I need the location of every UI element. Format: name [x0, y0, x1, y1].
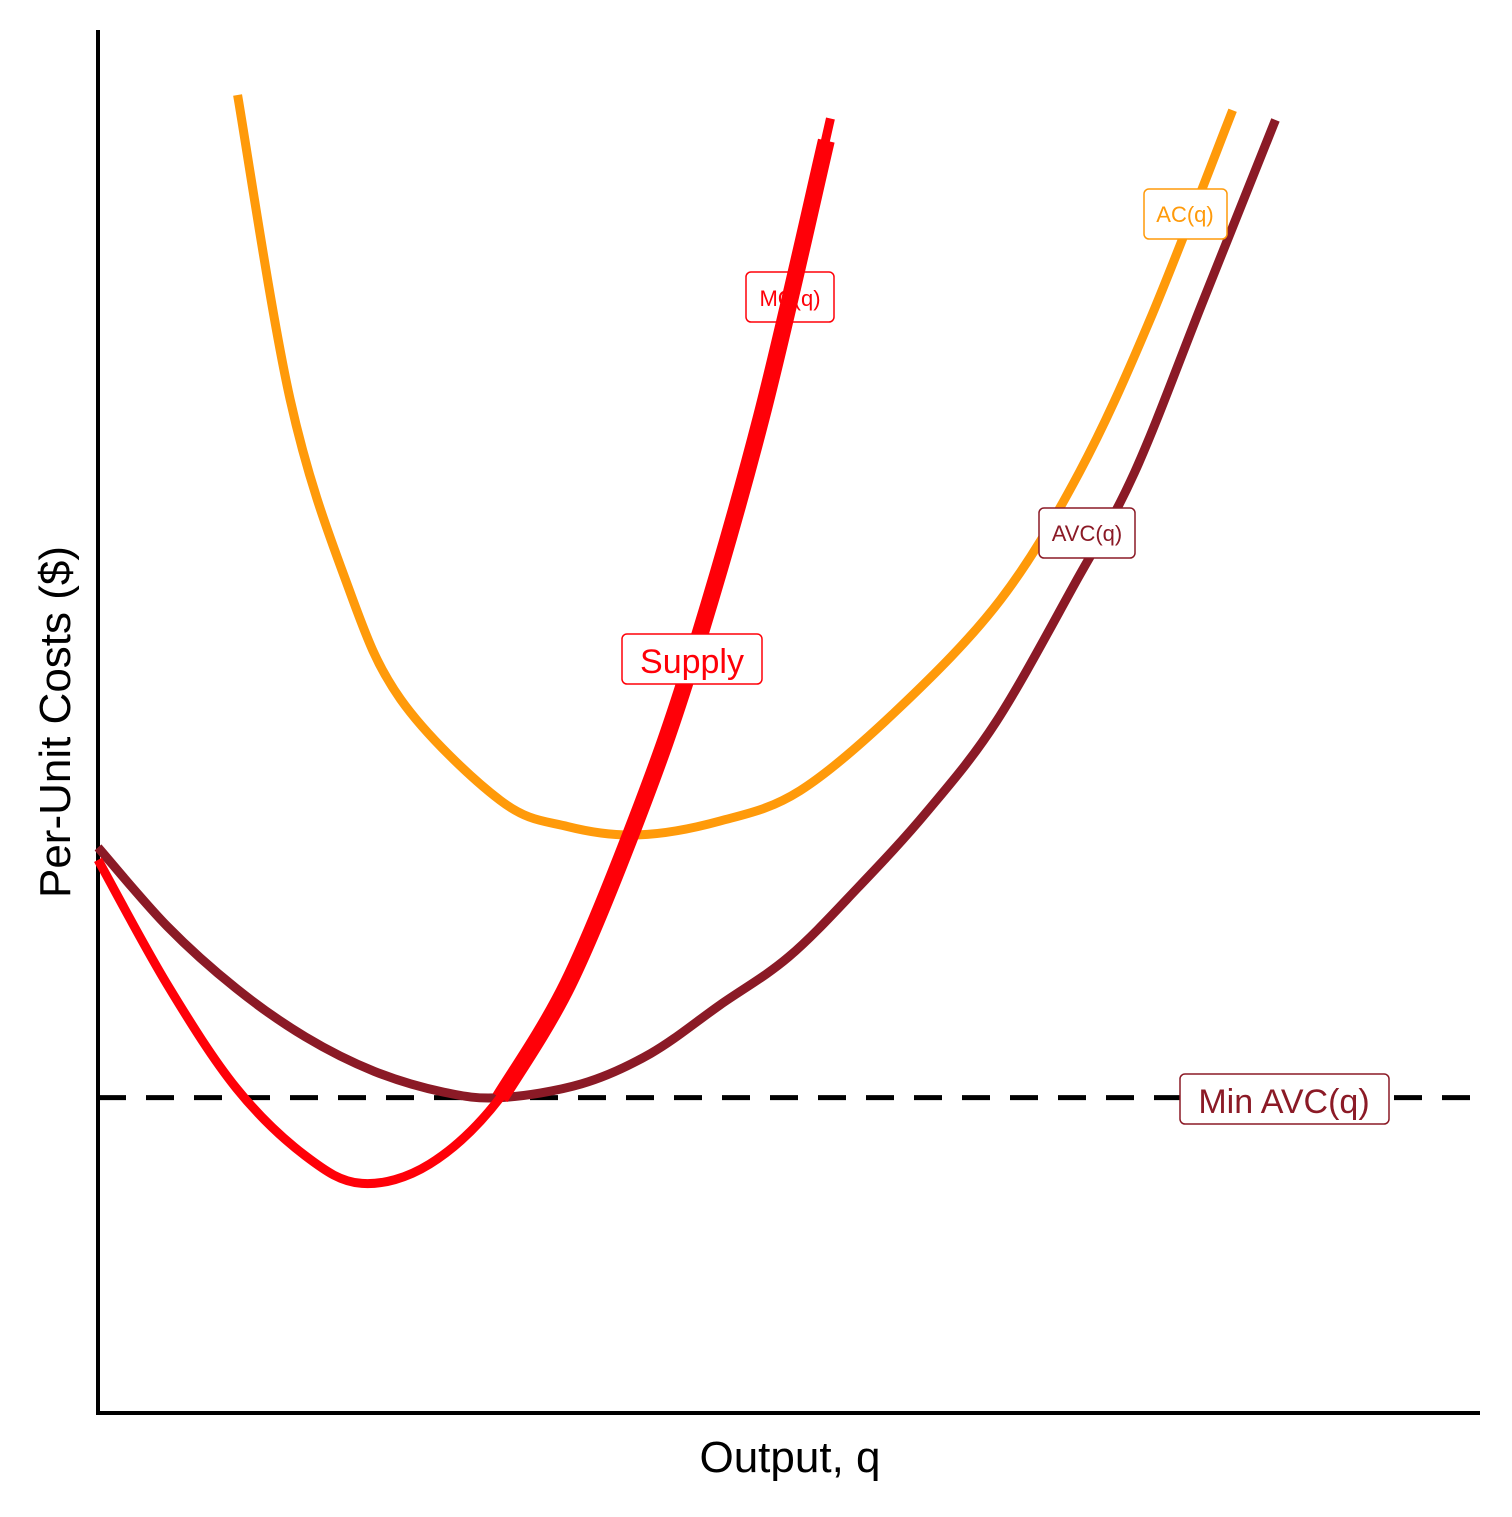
ac-curve — [233, 94, 1237, 840]
ac-label: AC(q) — [1143, 188, 1228, 240]
supply-curve — [492, 138, 835, 1103]
y-axis-label: Per-Unit Costs ($) — [31, 546, 80, 898]
supply-label-text: Supply — [640, 643, 744, 681]
x-axis-label: Output, q — [699, 1433, 880, 1482]
ac-label-text: AC(q) — [1156, 202, 1213, 227]
min-avc-label-text: Min AVC(q) — [1198, 1083, 1369, 1121]
supply-label: Supply — [621, 633, 763, 685]
avc-label: AVC(q) — [1038, 507, 1136, 559]
min-avc-label: Min AVC(q) — [1179, 1073, 1390, 1125]
avc-label-text: AVC(q) — [1052, 521, 1123, 546]
avc-curve — [94, 118, 1280, 1103]
